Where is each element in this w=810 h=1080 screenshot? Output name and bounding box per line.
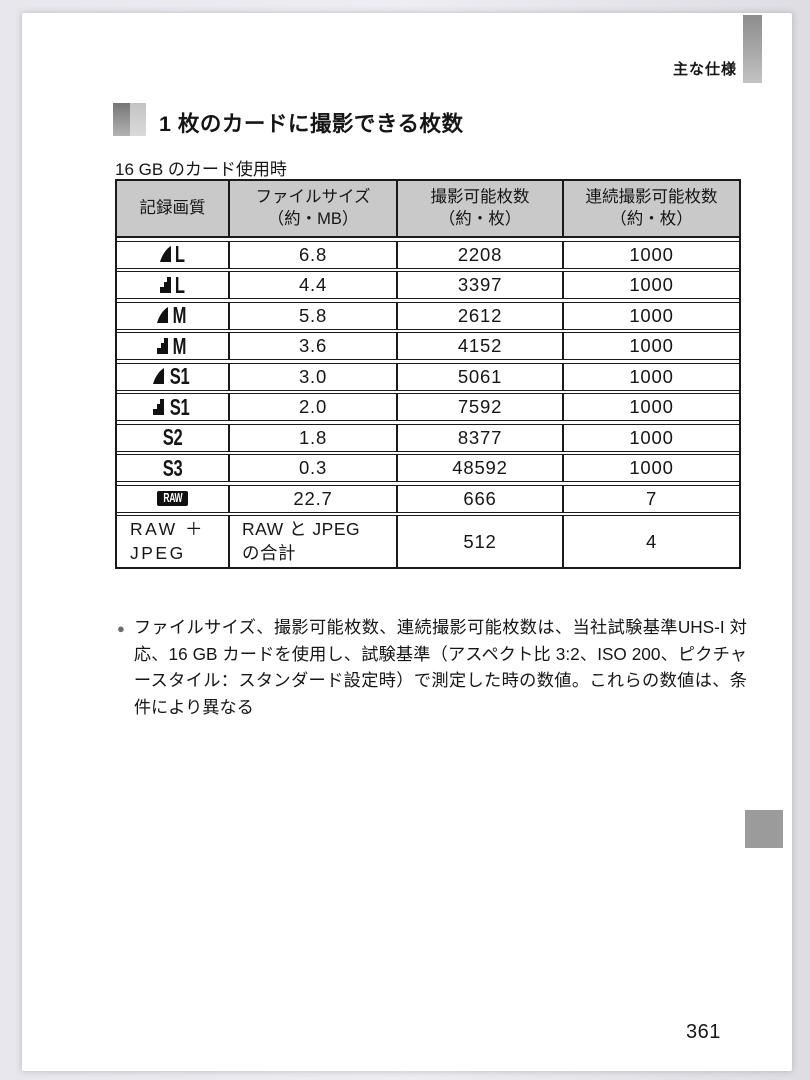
jpeg-fine-icon [156,307,169,324]
burst-cell: 1000 [562,363,739,390]
shots-cell: 48592 [396,455,562,481]
burst-cell: 1000 [562,394,739,420]
burst-cell: 4 [562,516,739,567]
table-row: S3 0.3 48592 1000 [117,454,739,482]
section-marker [113,103,146,136]
shots-cell: 7592 [396,394,562,420]
section-title: 1 枚のカードに撮影できる枚数 [159,112,464,136]
quality-cell: L [117,272,228,298]
quality-label: M [172,332,187,359]
shots-cell: 3397 [396,272,562,298]
quality-cell: RAW [117,486,228,512]
table-header-row: 記録画質 ファイルサイズ （約・MB） 撮影可能枚数 （約・枚） 連続撮影可能枚… [117,181,739,238]
manual-page: 主な仕様 1 枚のカードに撮影できる枚数 16 GB のカード使用時 記録画質 … [22,13,792,1071]
footnote-text: ファイルサイズ、撮影可能枚数、連続撮影可能枚数は、当社試験基準UHS-I 対応、… [133,617,747,717]
jpeg-fine-icon [152,368,165,385]
file-size-cell: 2.0 [228,394,396,420]
burst-cell: 1000 [562,302,739,329]
quality-label: S3 [162,454,183,481]
bullet-icon: ● [117,621,125,636]
header-shots: 撮影可能枚数 （約・枚） [396,181,562,236]
shots-cell: 5061 [396,363,562,390]
chapter-tab-top [743,15,762,83]
quality-cell: S2 [117,424,228,451]
card-size-subtitle: 16 GB のカード使用時 [115,160,287,179]
header-burst: 連続撮影可能枚数 （約・枚） [562,181,739,236]
table-row: S1 3.0 5061 1000 [117,362,739,391]
burst-cell: 7 [562,485,739,512]
file-size-cell: 22.7 [228,485,396,512]
quality-cell: L [117,241,228,268]
running-header: 主な仕様 [672,61,737,78]
shots-cell: 2208 [396,241,562,268]
quality-label: S1 [169,393,190,420]
shots-cell: 4152 [396,333,562,359]
quality-cell: M [117,302,228,329]
quality-label: L [174,241,185,267]
table-row: RAW ＋ JPEG RAW と JPEG の合計 512 4 [117,515,739,567]
burst-cell: 1000 [562,455,739,481]
section-marker-light [130,103,146,136]
file-size-cell: 5.8 [228,302,396,329]
table-row: RAW 22.7 666 7 [117,484,739,513]
jpeg-normal-icon [159,276,172,294]
footnote: ● ファイルサイズ、撮影可能枚数、連続撮影可能枚数は、当社試験基準UHS-I 対… [115,614,747,721]
table-row: S1 2.0 7592 1000 [117,393,739,421]
file-size-cell: 1.8 [228,424,396,451]
file-size-cell: 6.8 [228,241,396,268]
quality-cell: S1 [117,363,228,390]
file-size-cell: RAW と JPEG の合計 [228,516,396,567]
burst-cell: 1000 [562,333,739,359]
file-size-cell: 3.0 [228,363,396,390]
chapter-tab-side [745,810,783,848]
shots-cell: 512 [396,516,562,567]
header-quality-label: 記録画質 [139,198,206,217]
table-row: M 3.6 4152 1000 [117,332,739,360]
header-file-size: ファイルサイズ （約・MB） [228,181,396,236]
quality-label: S1 [169,363,190,389]
file-size-cell: 4.4 [228,272,396,298]
table-row: L 4.4 3397 1000 [117,271,739,299]
jpeg-normal-icon [152,398,165,416]
jpeg-fine-icon [159,246,172,263]
table-row: L 6.8 2208 1000 [117,240,739,269]
table-row: S2 1.8 8377 1000 [117,423,739,452]
burst-cell: 1000 [562,424,739,451]
jpeg-normal-icon [156,337,169,355]
file-size-cell: 0.3 [228,455,396,481]
shots-cell: 666 [396,485,562,512]
shots-cell: 2612 [396,302,562,329]
quality-cell: S1 [117,394,228,420]
shots-per-card-table: 記録画質 ファイルサイズ （約・MB） 撮影可能枚数 （約・枚） 連続撮影可能枚… [115,179,741,569]
section-marker-dark [113,103,130,136]
quality-cell: S3 [117,455,228,481]
page-number: 361 [686,1021,721,1043]
quality-label: M [172,302,187,328]
burst-cell: 1000 [562,241,739,268]
shots-cell: 8377 [396,424,562,451]
quality-label: S2 [162,424,183,450]
burst-cell: 1000 [562,272,739,298]
quality-cell: M [117,333,228,359]
file-size-cell: 3.6 [228,333,396,359]
quality-cell: RAW ＋ JPEG [130,518,206,563]
table-row: M 5.8 2612 1000 [117,301,739,330]
header-quality: 記録画質 [117,181,228,236]
quality-label: L [174,271,185,298]
raw-badge-icon: RAW [156,490,189,507]
